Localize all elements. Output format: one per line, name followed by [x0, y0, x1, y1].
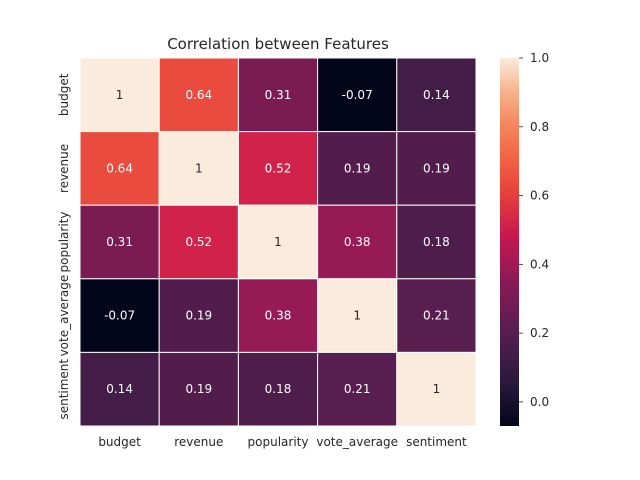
y-tick-label: revenue — [57, 144, 71, 193]
colorbar — [500, 58, 519, 426]
heatmap-cell — [317, 57, 398, 133]
cell-value-label: -0.07 — [104, 309, 135, 323]
cell-value-label: 0.31 — [265, 88, 292, 102]
cell-value-label: 0.18 — [265, 382, 292, 396]
heatmap-cell — [158, 204, 239, 280]
heatmap-cell — [237, 351, 319, 427]
heatmap-cell — [79, 278, 160, 353]
cell-value-label: 1 — [116, 88, 124, 102]
heatmap-cell — [396, 351, 477, 427]
y-tick-label: popularity — [57, 212, 71, 273]
colorbar-ticks: 0.0 0.2 0.4 0.6 0.8 1.0 — [519, 51, 549, 409]
cell-value-label: 0.52 — [265, 161, 292, 175]
cell-value-label: 1 — [353, 309, 361, 323]
cell-value-label: 1 — [433, 382, 441, 396]
cell-value-label: 0.21 — [423, 309, 450, 323]
cell-value-label: 0.19 — [185, 309, 212, 323]
cell-value-label: 1 — [195, 161, 203, 175]
cell-value-label: -0.07 — [342, 88, 373, 102]
x-tick-label: budget — [98, 435, 141, 449]
cell-value-label: 0.64 — [185, 88, 212, 102]
heatmap-cell — [237, 57, 319, 133]
x-tick-label: revenue — [174, 435, 223, 449]
cell-value-label: 1 — [274, 235, 282, 249]
cell-value-label: 0.14 — [106, 382, 133, 396]
chart-title: Correlation between Features — [167, 35, 389, 53]
colorbar-tick-label: 0.0 — [530, 395, 549, 409]
heatmap-cell — [396, 131, 477, 206]
heatmap-cell — [396, 278, 477, 353]
heatmap-cell — [158, 278, 239, 353]
x-axis-tick-labels: budget revenue popularity vote_average senti… — [98, 435, 467, 449]
y-axis-tick-labels: budget revenue popularity vote_averagesenti… — [57, 73, 71, 419]
cell-value-label: 0.64 — [106, 161, 133, 175]
heatmap-cell — [79, 131, 160, 206]
cell-value-label: 0.31 — [106, 235, 133, 249]
colorbar-tick-label: 0.6 — [530, 189, 549, 203]
x-tick-label: vote_average — [316, 435, 398, 449]
heatmap-cell — [396, 204, 477, 280]
x-tick-label: popularity — [248, 435, 309, 449]
heatmap-cell — [317, 204, 398, 280]
cell-value-label: 0.19 — [344, 161, 371, 175]
cell-value-label: 0.38 — [344, 235, 371, 249]
heatmap-cell — [79, 351, 160, 427]
cell-value-label: 0.52 — [185, 235, 212, 249]
heatmap-cell — [158, 57, 239, 133]
colorbar-tick-label: 1.0 — [530, 51, 549, 65]
heatmap-cell — [237, 204, 319, 280]
cell-value-label: 0.14 — [423, 88, 450, 102]
cell-value-label: 0.19 — [185, 382, 212, 396]
y-tick-label: budget — [57, 73, 71, 116]
cell-value-label: 0.18 — [423, 235, 450, 249]
colorbar-tick-label: 0.2 — [530, 326, 549, 340]
heatmap-cell — [79, 57, 160, 133]
cell-value-label: 0.38 — [265, 309, 292, 323]
cell-value-label: 0.19 — [423, 161, 450, 175]
heatmap-cell — [237, 131, 319, 206]
x-tick-label: sentiment — [406, 435, 467, 449]
heatmap-cell — [317, 278, 398, 353]
heatmap-cell — [237, 278, 319, 353]
heatmap-cell — [396, 57, 477, 133]
heatmap-cell — [158, 351, 239, 427]
cell-value-label: 0.21 — [344, 382, 371, 396]
colorbar-gradient — [500, 58, 519, 426]
y-tick-label: vote_average — [57, 275, 71, 357]
heatmap-cells: 1 0.64 0.31 -0.07 0.14 0.64 1 0.52 0.19 0.19 0.31 0… — [79, 57, 477, 427]
colorbar-tick-label: 0.8 — [530, 120, 549, 134]
y-tick-label: sentiment — [57, 359, 71, 420]
colorbar-tick-label: 0.4 — [530, 257, 549, 271]
